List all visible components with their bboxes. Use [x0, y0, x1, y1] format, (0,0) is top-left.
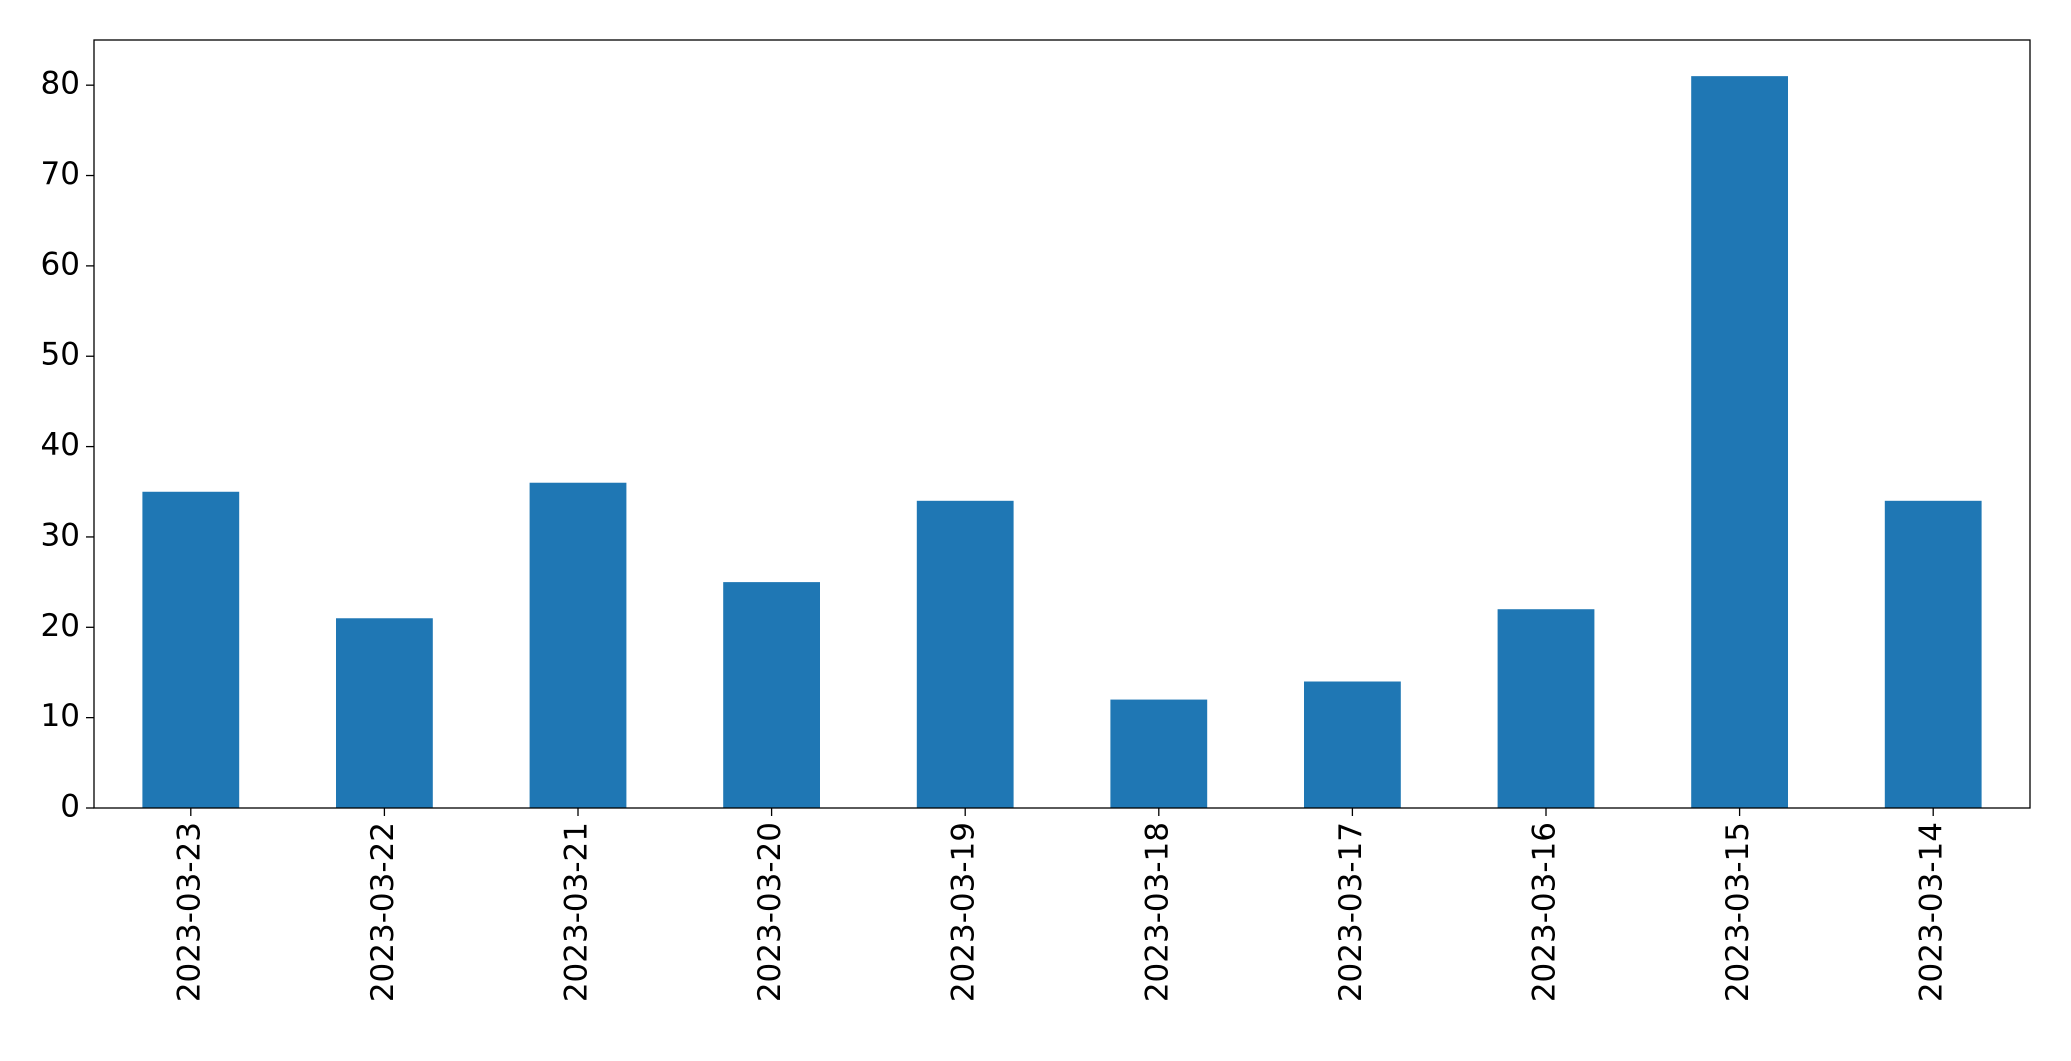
- bar: [916, 500, 1014, 808]
- bar: [529, 482, 627, 808]
- bar: [1304, 681, 1401, 808]
- x-tick-label: 2023-03-23: [171, 822, 207, 1002]
- bar: [336, 618, 433, 808]
- x-tick-label: 2023-03-17: [1333, 822, 1369, 1002]
- x-tick-label: 2023-03-14: [1914, 822, 1950, 1002]
- y-tick-label: 10: [41, 698, 80, 734]
- x-tick-label: 2023-03-22: [365, 822, 401, 1002]
- y-tick-label: 70: [41, 156, 80, 192]
- plot-frame: [93, 39, 2031, 809]
- bar: [1497, 609, 1595, 808]
- y-tick-label: 50: [41, 337, 80, 373]
- y-tick-label: 20: [41, 608, 80, 644]
- y-tick-label: 80: [41, 66, 80, 102]
- y-tick-label: 60: [41, 246, 80, 282]
- x-tick-label: 2023-03-20: [752, 822, 788, 1002]
- y-tick-label: 0: [60, 789, 80, 825]
- x-tick-label: 2023-03-19: [946, 822, 982, 1002]
- bar: [142, 491, 240, 808]
- x-tick-label: 2023-03-15: [1720, 822, 1756, 1002]
- x-tick-label: 2023-03-21: [559, 822, 595, 1002]
- y-tick-label: 40: [41, 427, 80, 463]
- y-tick-label: 30: [41, 517, 80, 553]
- bar: [1884, 500, 1982, 808]
- x-tick-label: 2023-03-18: [1139, 822, 1175, 1002]
- bar: [1110, 699, 1208, 808]
- bar: [1691, 76, 1788, 808]
- bar: [723, 582, 820, 808]
- x-tick-label: 2023-03-16: [1527, 822, 1563, 1002]
